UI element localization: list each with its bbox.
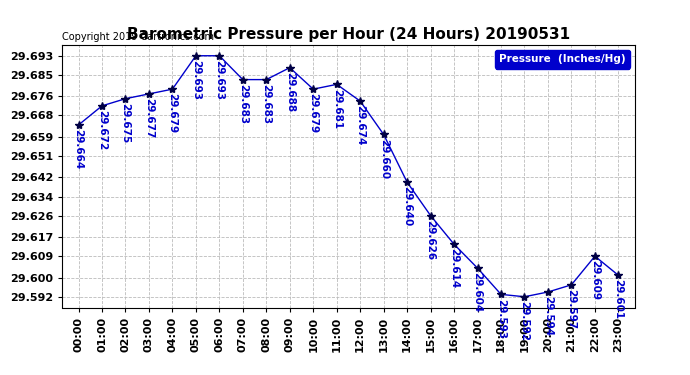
Text: 29.601: 29.601 — [613, 279, 623, 320]
Text: 29.679: 29.679 — [308, 93, 318, 134]
Text: 29.593: 29.593 — [496, 298, 506, 339]
Text: 29.683: 29.683 — [238, 84, 248, 124]
Text: 29.614: 29.614 — [449, 248, 459, 289]
Text: 29.640: 29.640 — [402, 186, 412, 226]
Text: 29.688: 29.688 — [285, 72, 295, 112]
Text: 29.660: 29.660 — [379, 139, 388, 179]
Text: 29.677: 29.677 — [144, 98, 154, 138]
Text: 29.675: 29.675 — [121, 103, 130, 143]
Text: 29.626: 29.626 — [426, 220, 435, 260]
Text: 29.664: 29.664 — [74, 129, 83, 170]
Text: 29.693: 29.693 — [215, 60, 224, 100]
Text: 29.592: 29.592 — [520, 301, 529, 341]
Text: 29.679: 29.679 — [168, 93, 177, 134]
Text: 29.672: 29.672 — [97, 110, 107, 150]
Title: Barometric Pressure per Hour (24 Hours) 20190531: Barometric Pressure per Hour (24 Hours) … — [127, 27, 570, 42]
Text: 29.683: 29.683 — [262, 84, 271, 124]
Text: Copyright 2019 Cartronics.com: Copyright 2019 Cartronics.com — [62, 32, 214, 42]
Text: 29.674: 29.674 — [355, 105, 365, 146]
Text: 29.609: 29.609 — [590, 260, 600, 300]
Text: 29.594: 29.594 — [543, 296, 553, 336]
Text: 29.681: 29.681 — [332, 88, 342, 129]
Legend: Pressure  (Inches/Hg): Pressure (Inches/Hg) — [495, 50, 629, 69]
Text: 29.604: 29.604 — [473, 272, 482, 312]
Text: 29.597: 29.597 — [566, 289, 576, 329]
Text: 29.693: 29.693 — [191, 60, 201, 100]
